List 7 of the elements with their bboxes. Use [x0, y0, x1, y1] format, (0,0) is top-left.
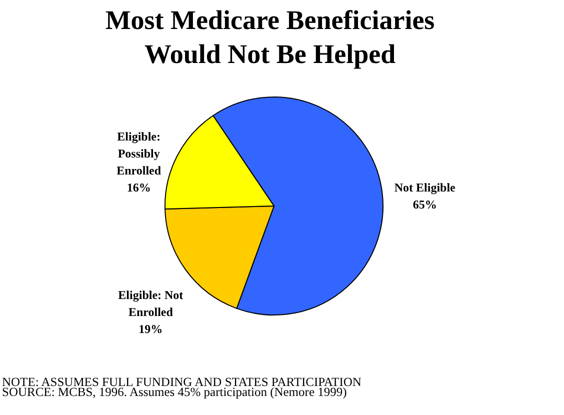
- data-label: 16%: [126, 180, 151, 194]
- data-label: 65%: [412, 198, 437, 212]
- data-label: 19%: [138, 322, 163, 336]
- slice-label: Eligible: Possibly Enrolled: [116, 129, 162, 178]
- chart-title: Most Medicare Beneficiaries Would Not Be Helped: [105, 5, 435, 69]
- slice-label: Eligible: Not Enrolled: [118, 288, 184, 319]
- slice-label: Not Eligible: [394, 180, 456, 195]
